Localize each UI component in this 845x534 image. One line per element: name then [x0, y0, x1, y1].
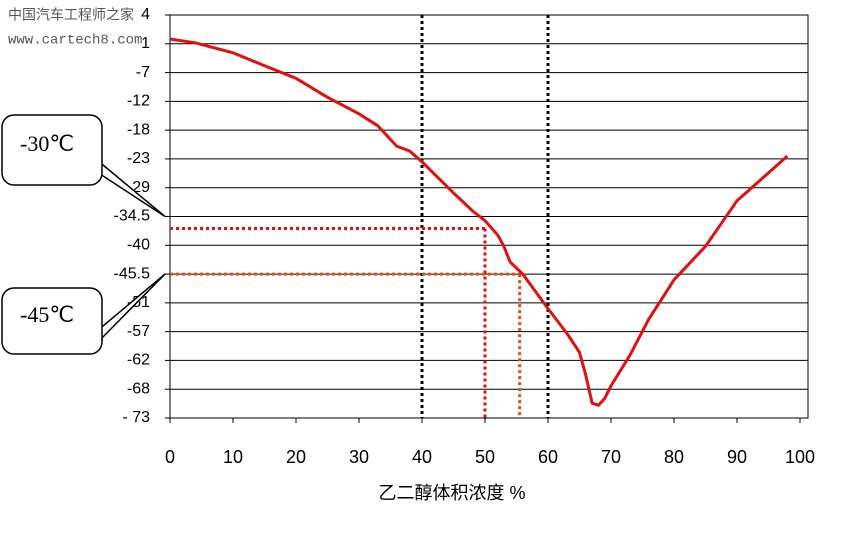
callout-box: [1, 114, 103, 186]
y-tick-label: -45.5: [114, 265, 151, 282]
callout-pointer: [96, 159, 166, 218]
y-tick-label: -57: [127, 323, 150, 340]
watermark: 中国汽车工程师之家: [8, 7, 134, 23]
y-tick-label: -12: [127, 93, 150, 110]
y-tick-label: -34.5: [114, 208, 151, 225]
x-tick-label: 90: [727, 447, 747, 467]
y-tick-label: -68: [127, 380, 150, 397]
x-tick-label: 60: [538, 447, 558, 467]
watermark: www.cartech8.com: [8, 33, 142, 49]
y-tick-label: -40: [127, 237, 150, 254]
x-tick-label: 20: [286, 447, 306, 467]
line: [169, 37, 789, 407]
x-tick-label: 50: [475, 447, 495, 467]
x-tick-label: 0: [165, 447, 175, 467]
x-tick-label: 30: [349, 447, 369, 467]
y-tick-label: - 73: [122, 409, 150, 426]
y-tick-label: -18: [127, 121, 150, 138]
callout-text: -30℃: [20, 131, 74, 156]
x-tick-label: 80: [664, 447, 684, 467]
y-tick-label: -7: [136, 64, 150, 81]
x-axis-label: 乙二醇体积浓度 %: [378, 483, 525, 503]
y-tick-label: 4: [141, 6, 150, 23]
callout-pointer: [96, 273, 166, 344]
x-tick-label: 100: [785, 447, 815, 467]
y-tick-label: 1: [141, 35, 150, 52]
x-tick-label: 70: [601, 447, 621, 467]
callout-box: [1, 287, 103, 355]
y-tick-label: -23: [127, 150, 150, 167]
x-tick-label: 40: [412, 447, 432, 467]
callout-text: -45℃: [20, 302, 74, 327]
x-tick-label: 10: [223, 447, 243, 467]
y-tick-label: -62: [127, 352, 150, 369]
